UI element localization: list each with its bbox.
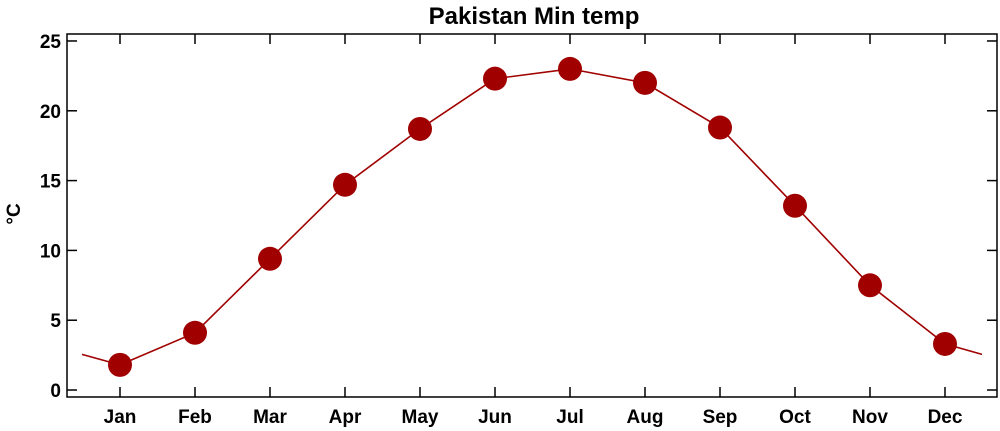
y-tick-label: 15 [40,172,62,193]
data-point-sep [708,115,732,140]
x-tick-label: May [402,407,439,428]
x-tick-label: Apr [329,407,362,428]
series-line [81,68,983,366]
y-axis-label: °C [4,203,25,225]
data-point-apr [333,172,357,197]
x-tick-label: Jan [104,407,137,428]
chart-title: Pakistan Min temp [429,3,640,30]
data-point-jan [108,352,132,377]
y-tick-label: 10 [40,241,61,262]
y-tick-label: 5 [50,311,61,332]
x-tick-label: Jul [556,407,583,428]
data-point-mar [258,246,282,271]
data-point-aug [633,70,657,95]
x-tick-label: Nov [852,407,888,428]
data-point-jul [558,56,582,81]
x-tick-label: Aug [627,407,664,428]
data-point-jun [483,66,507,91]
data-point-may [408,116,432,141]
data-point-dec [933,331,957,356]
x-tick-label: Jun [478,407,512,428]
y-tick-label: 0 [50,381,61,402]
x-tick-label: Oct [779,407,811,428]
data-point-oct [783,193,807,218]
data-point-feb [183,320,207,345]
y-tick-label: 25 [40,32,62,53]
x-tick-label: Dec [928,407,963,428]
x-tick-label: Mar [253,407,287,428]
x-tick-label: Feb [178,407,212,428]
plot-frame [66,33,998,398]
x-tick-label: Sep [703,407,738,428]
y-tick-labels: 0 5 10 15 20 25 [40,32,62,402]
x-tick-labels: Jan Feb Mar Apr May Jun Jul Aug Sep Oct Nov Dec [104,407,963,428]
y-tick-label: 20 [40,102,61,123]
axis-ticks [67,34,997,397]
data-points [108,56,957,377]
data-point-nov [858,273,882,298]
